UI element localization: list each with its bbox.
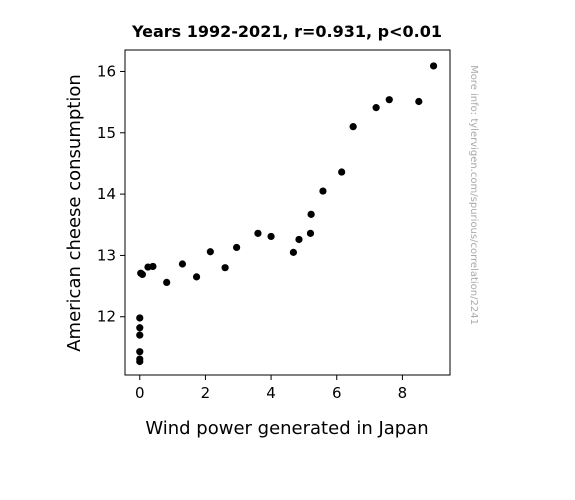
x-tick-label: 4 xyxy=(266,384,276,402)
data-point xyxy=(233,243,241,252)
data-point xyxy=(295,235,303,244)
data-point xyxy=(429,62,438,70)
data-point xyxy=(415,97,423,106)
x-tick-label: 6 xyxy=(332,384,342,402)
data-point xyxy=(136,355,144,363)
data-point xyxy=(136,324,144,332)
data-point xyxy=(372,104,380,112)
y-tick-label: 12 xyxy=(97,308,116,326)
data-point xyxy=(307,210,315,218)
data-point xyxy=(178,260,187,268)
x-tick-label: 8 xyxy=(398,384,408,402)
y-tick-label: 14 xyxy=(97,185,116,203)
data-point xyxy=(192,273,201,281)
y-axis-label: American cheese consumption xyxy=(64,74,85,352)
data-point xyxy=(319,187,327,195)
x-tick-label: 0 xyxy=(135,384,145,402)
data-point xyxy=(136,314,144,322)
x-tick-label: 2 xyxy=(201,384,211,402)
data-points xyxy=(136,62,438,366)
data-point xyxy=(163,278,171,287)
data-point xyxy=(289,248,298,256)
data-point xyxy=(136,331,144,339)
data-point xyxy=(136,348,144,356)
x-axis-label: Wind power generated in Japan xyxy=(145,418,428,439)
y-axis: 12 13 14 15 16 xyxy=(97,62,125,326)
data-point xyxy=(338,168,346,176)
data-point xyxy=(138,270,146,279)
data-point xyxy=(306,229,315,237)
data-point xyxy=(149,262,157,271)
data-point xyxy=(221,264,229,272)
y-tick-label: 15 xyxy=(97,124,116,142)
plot-area xyxy=(124,49,451,376)
data-point xyxy=(349,123,357,131)
source-note: More info: tylervigen.com/spurious/corre… xyxy=(468,65,479,325)
y-tick-label: 16 xyxy=(97,62,116,80)
data-point xyxy=(206,248,214,256)
y-tick-label: 13 xyxy=(97,246,116,264)
data-point xyxy=(385,96,393,104)
data-point xyxy=(254,229,262,237)
chart-title: Years 1992-2021, r=0.931, p<0.01 xyxy=(131,22,442,41)
x-axis: 0 2 4 6 8 xyxy=(135,375,407,402)
data-point xyxy=(267,232,275,241)
